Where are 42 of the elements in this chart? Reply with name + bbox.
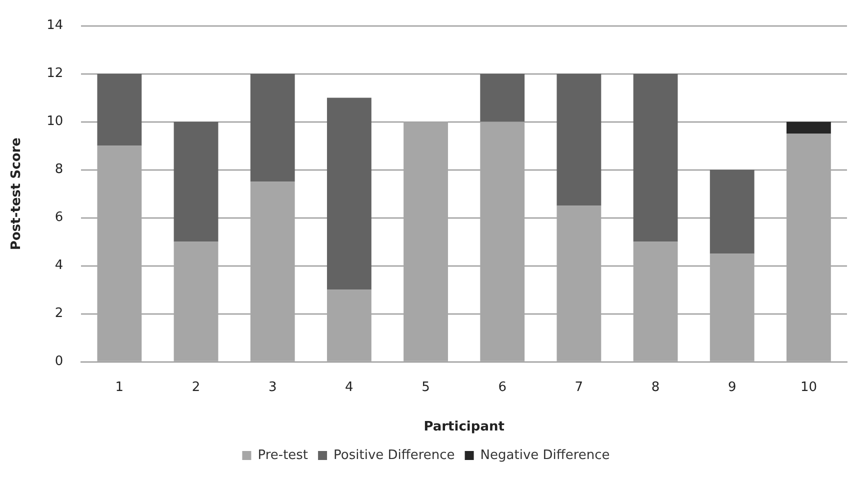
legend-label: Positive Difference [334,448,455,463]
bar [326,290,372,362]
bar [556,74,602,206]
bar [404,122,448,362]
y-tick-label: 6 [54,210,64,226]
bar [250,182,295,362]
bar [786,134,831,362]
x-tick-label: 7 [574,380,584,395]
bar [97,74,142,146]
bar [633,242,678,362]
y-tick-label: 10 [46,114,64,130]
x-tick-label: 6 [498,380,507,395]
bar [556,206,602,362]
bar [786,122,831,134]
x-tick-label: 3 [268,380,277,395]
x-tick-label: 1 [115,380,124,395]
y-tick-label: 2 [54,306,64,322]
bar [633,74,678,242]
y-tick-label: 12 [46,66,64,82]
bar [174,122,218,242]
y-axis-title: Post-test Score [9,137,24,250]
bar [174,242,218,362]
bar [97,146,142,362]
bar [250,74,295,182]
legend-label: Pre-test [258,448,308,463]
legend-label: Negative Difference [480,448,610,463]
x-tick-label: 8 [651,380,660,395]
bar [480,122,525,362]
bar [480,74,525,122]
bar [326,98,372,290]
x-tick-label: 10 [800,380,817,395]
bar [710,170,754,254]
y-tick-label: 8 [54,162,64,178]
y-tick-label: 0 [54,354,64,370]
x-axis-title: Participant [424,420,504,435]
x-tick-label: 4 [345,380,354,395]
x-tick-label: 9 [728,380,736,395]
x-tick-label: 2 [192,380,200,395]
x-tick-label: 5 [422,380,430,395]
bar [710,254,754,362]
y-tick-label: 14 [46,18,64,34]
y-tick-label: 4 [54,258,64,274]
